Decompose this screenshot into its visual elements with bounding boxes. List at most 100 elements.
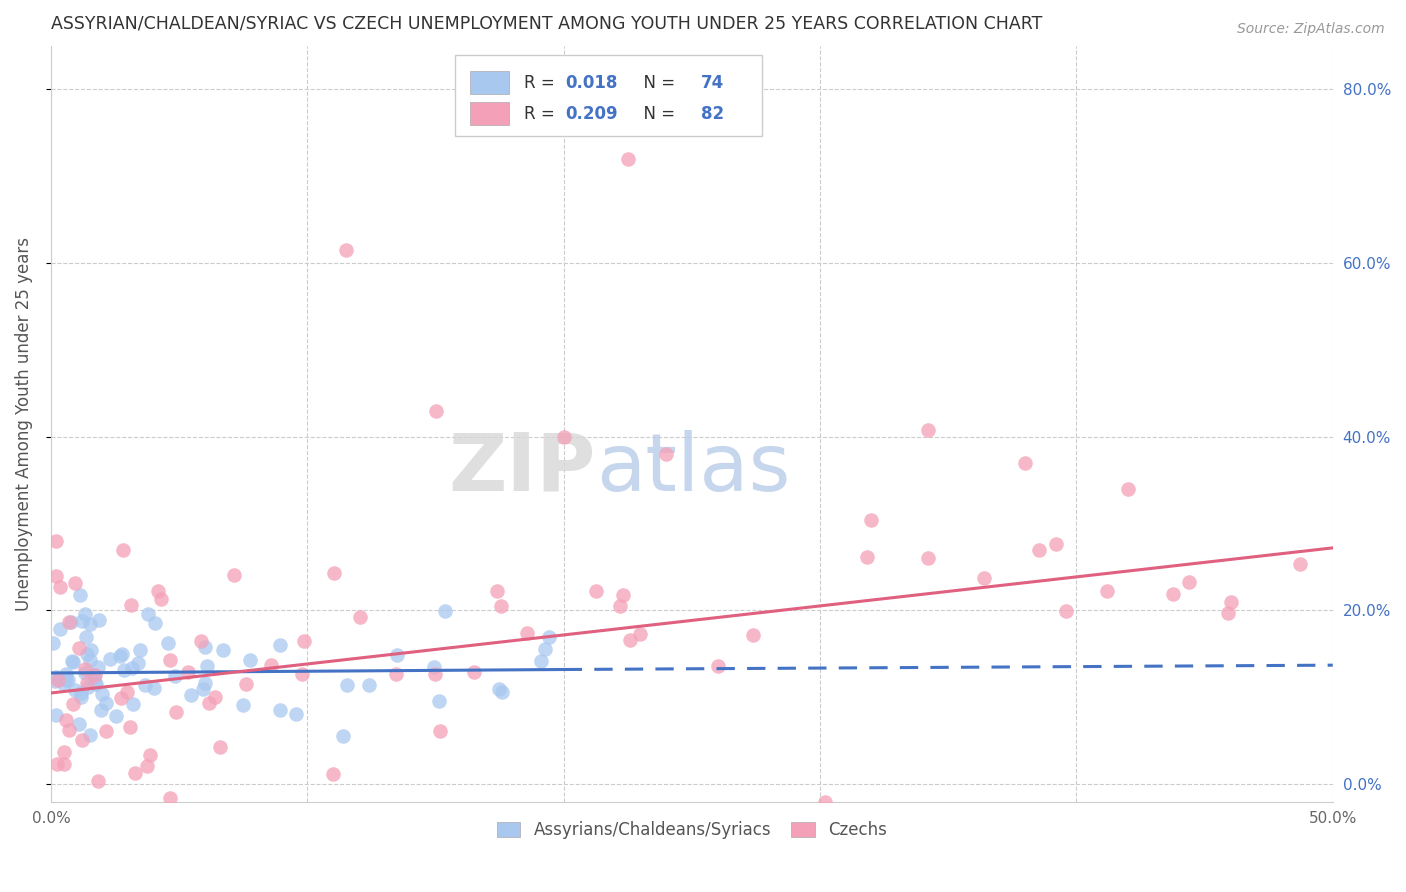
Text: 0.018: 0.018	[565, 74, 617, 92]
Point	[75, 630, 97, 644]
Point	[55, 667, 77, 681]
Point	[41, 635, 63, 649]
Point	[1289, 557, 1312, 571]
Point	[336, 677, 359, 691]
Point	[208, 739, 231, 754]
Point	[98, 652, 121, 666]
Point	[1014, 456, 1036, 470]
Point	[55, 713, 77, 727]
Point	[232, 698, 254, 712]
Point	[204, 690, 226, 704]
Point	[45, 569, 67, 583]
Point	[45, 707, 67, 722]
Point	[1045, 537, 1067, 551]
Point	[177, 665, 200, 679]
Point	[1220, 595, 1243, 609]
Point	[423, 667, 446, 681]
Point	[129, 643, 152, 657]
Point	[180, 689, 202, 703]
Point	[488, 682, 510, 697]
Point	[69, 588, 91, 602]
Point	[120, 720, 142, 734]
Point	[284, 706, 307, 721]
Point	[87, 773, 110, 788]
Point	[463, 665, 485, 679]
Point	[84, 677, 107, 691]
Point	[195, 658, 218, 673]
Point	[159, 790, 181, 805]
Point	[617, 152, 640, 166]
Point	[1216, 606, 1239, 620]
Point	[628, 626, 651, 640]
Point	[48, 673, 70, 688]
Point	[917, 550, 939, 565]
Point	[62, 655, 84, 669]
Point	[427, 694, 450, 708]
Point	[489, 599, 512, 613]
Text: 74: 74	[700, 74, 724, 92]
Text: 0.209: 0.209	[565, 104, 617, 123]
Text: R =: R =	[524, 74, 560, 92]
Point	[91, 687, 114, 701]
Point	[433, 604, 456, 618]
Point	[194, 640, 217, 655]
Point	[269, 703, 291, 717]
Point	[115, 685, 138, 699]
Point	[516, 626, 538, 640]
Point	[46, 757, 69, 772]
Point	[425, 403, 447, 417]
Point	[52, 676, 75, 690]
Point	[55, 673, 77, 688]
Point	[145, 616, 167, 631]
Point	[239, 653, 262, 667]
Point	[63, 683, 86, 698]
Point	[77, 680, 100, 694]
Point	[165, 705, 187, 719]
Text: 82: 82	[700, 104, 724, 123]
Point	[707, 659, 730, 673]
Point	[84, 676, 107, 690]
Text: Source: ZipAtlas.com: Source: ZipAtlas.com	[1237, 22, 1385, 37]
Point	[45, 534, 67, 549]
Point	[384, 666, 406, 681]
Point	[194, 676, 217, 690]
Point	[75, 662, 97, 676]
Point	[191, 681, 214, 696]
Point	[290, 666, 312, 681]
Point	[260, 657, 283, 672]
Point	[136, 607, 159, 621]
Point	[67, 640, 90, 655]
Point	[62, 697, 84, 711]
Point	[335, 243, 357, 257]
Point	[96, 812, 118, 826]
Point	[143, 681, 166, 695]
Point	[429, 723, 451, 738]
Point	[52, 756, 75, 771]
Y-axis label: Unemployment Among Youth under 25 years: Unemployment Among Youth under 25 years	[15, 236, 32, 611]
Point	[138, 747, 160, 762]
Text: ZIP: ZIP	[449, 430, 596, 508]
Point	[122, 697, 145, 711]
FancyBboxPatch shape	[470, 103, 509, 125]
Point	[159, 652, 181, 666]
Point	[655, 447, 678, 461]
Point	[136, 759, 159, 773]
Point	[49, 580, 72, 594]
Point	[69, 686, 91, 700]
Point	[422, 660, 444, 674]
Point	[486, 584, 509, 599]
Point	[56, 673, 79, 688]
FancyBboxPatch shape	[454, 54, 762, 136]
Point	[198, 696, 221, 710]
Point	[44, 674, 66, 689]
Point	[322, 566, 344, 580]
Point	[1178, 574, 1201, 589]
Point	[917, 423, 939, 437]
Point	[83, 669, 105, 683]
Point	[609, 599, 631, 613]
Point	[76, 676, 98, 690]
Point	[79, 728, 101, 742]
Point	[491, 685, 513, 699]
Point	[619, 632, 641, 647]
Point	[70, 690, 93, 704]
